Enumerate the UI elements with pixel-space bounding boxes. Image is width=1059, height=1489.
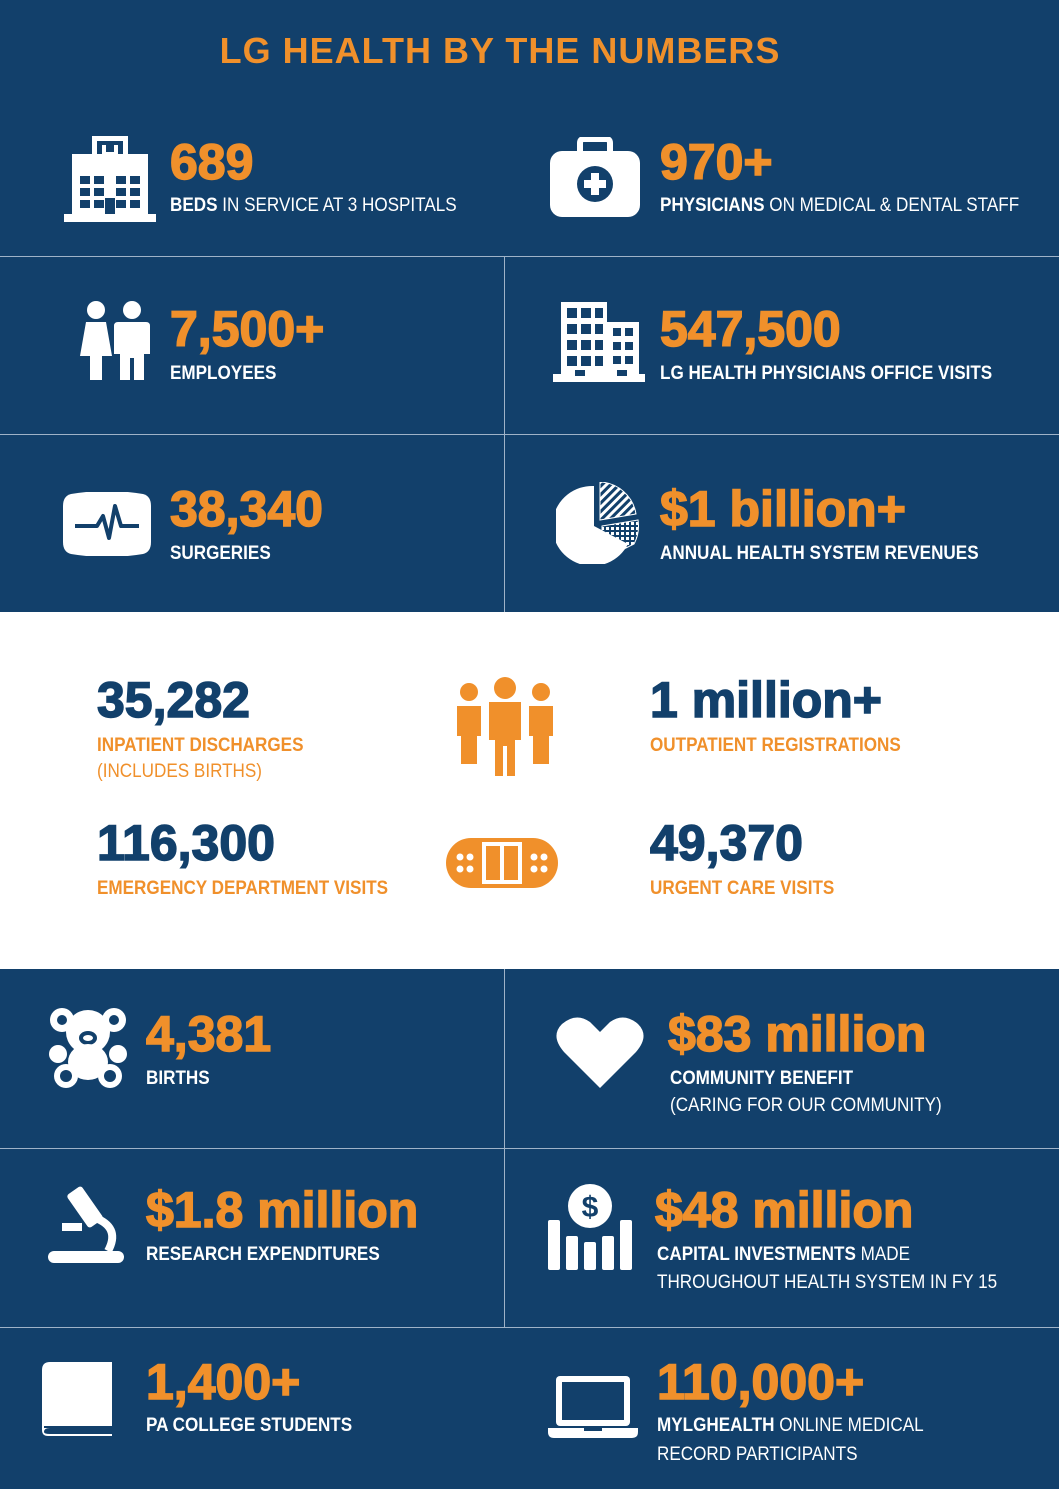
heart-icon [556, 1017, 644, 1088]
capital-label: CAPITAL INVESTMENTS MADE [657, 1244, 911, 1265]
births-label: BIRTHS [146, 1068, 210, 1089]
page-title: LG HEALTH BY THE NUMBERS [219, 30, 781, 71]
inpatient-value: 35,282 [96, 672, 250, 728]
investment-chart-icon: $ [548, 1184, 632, 1270]
medical-kit-icon [550, 137, 640, 217]
hospital-icon [64, 136, 156, 222]
teddy-bear-icon [49, 1008, 127, 1088]
microscope-icon [48, 1186, 124, 1263]
divider [504, 969, 505, 1328]
book-icon [42, 1362, 112, 1436]
divider [0, 434, 1059, 435]
surgeries-label: SURGERIES [170, 543, 271, 564]
heart-monitor-icon [63, 492, 151, 556]
bandage-icon [446, 838, 558, 888]
revenues-value: $1 billion+ [659, 481, 906, 537]
pie-chart-icon [556, 482, 639, 564]
births-value: 4,381 [145, 1006, 272, 1062]
inpatient-sub: (INCLUDES BIRTHS) [97, 761, 263, 782]
middle-panel [0, 612, 1059, 969]
students-value: 1,400+ [145, 1354, 301, 1410]
divider [0, 1148, 1059, 1149]
office-visits-label: LG HEALTH PHYSICIANS OFFICE VISITS [660, 363, 993, 384]
capital-value: $48 million [654, 1182, 914, 1238]
office-building-icon [553, 302, 645, 382]
outpatient-label: OUTPATIENT REGISTRATIONS [650, 735, 901, 756]
research-label: RESEARCH EXPENDITURES [146, 1244, 380, 1265]
laptop-icon [548, 1376, 638, 1438]
group-icon [457, 677, 553, 776]
svg-text:$: $ [582, 1191, 599, 1224]
employees-label: EMPLOYEES [170, 363, 277, 384]
beds-value: 689 [169, 134, 254, 190]
office-visits-value: 547,500 [659, 301, 841, 357]
urgent-care-label: URGENT CARE VISITS [650, 878, 835, 899]
inpatient-label: INPATIENT DISCHARGES [97, 735, 304, 756]
mylghealth-value: 110,000+ [656, 1354, 865, 1410]
ed-visits-value: 116,300 [96, 815, 275, 871]
divider [0, 256, 1059, 257]
community-benefit-sub: (CARING FOR OUR COMMUNITY) [670, 1095, 942, 1116]
divider [504, 257, 505, 612]
research-value: $1.8 million [145, 1182, 419, 1238]
mylghealth-sub: RECORD PARTICIPANTS [657, 1444, 858, 1465]
people-icon [80, 301, 150, 380]
urgent-care-value: 49,370 [649, 815, 803, 871]
capital-sub: THROUGHOUT HEALTH SYSTEM IN FY 15 [657, 1272, 998, 1293]
employees-value: 7,500+ [169, 301, 325, 357]
mylghealth-label: MYLGHEALTH ONLINE MEDICAL [657, 1415, 924, 1436]
outpatient-value: 1 million+ [649, 672, 883, 728]
community-benefit-label: COMMUNITY BENEFIT [670, 1068, 854, 1089]
revenues-label: ANNUAL HEALTH SYSTEM REVENUES [660, 543, 979, 564]
ed-visits-label: EMERGENCY DEPARTMENT VISITS [97, 878, 389, 899]
beds-label: BEDS IN SERVICE AT 3 HOSPITALS [170, 195, 457, 216]
community-benefit-value: $83 million [667, 1006, 927, 1062]
physicians-label: PHYSICIANS ON MEDICAL & DENTAL STAFF [660, 195, 1020, 216]
physicians-value: 970+ [659, 134, 773, 190]
surgeries-value: 38,340 [169, 481, 323, 537]
divider [0, 1327, 1059, 1328]
students-label: PA COLLEGE STUDENTS [146, 1415, 353, 1436]
